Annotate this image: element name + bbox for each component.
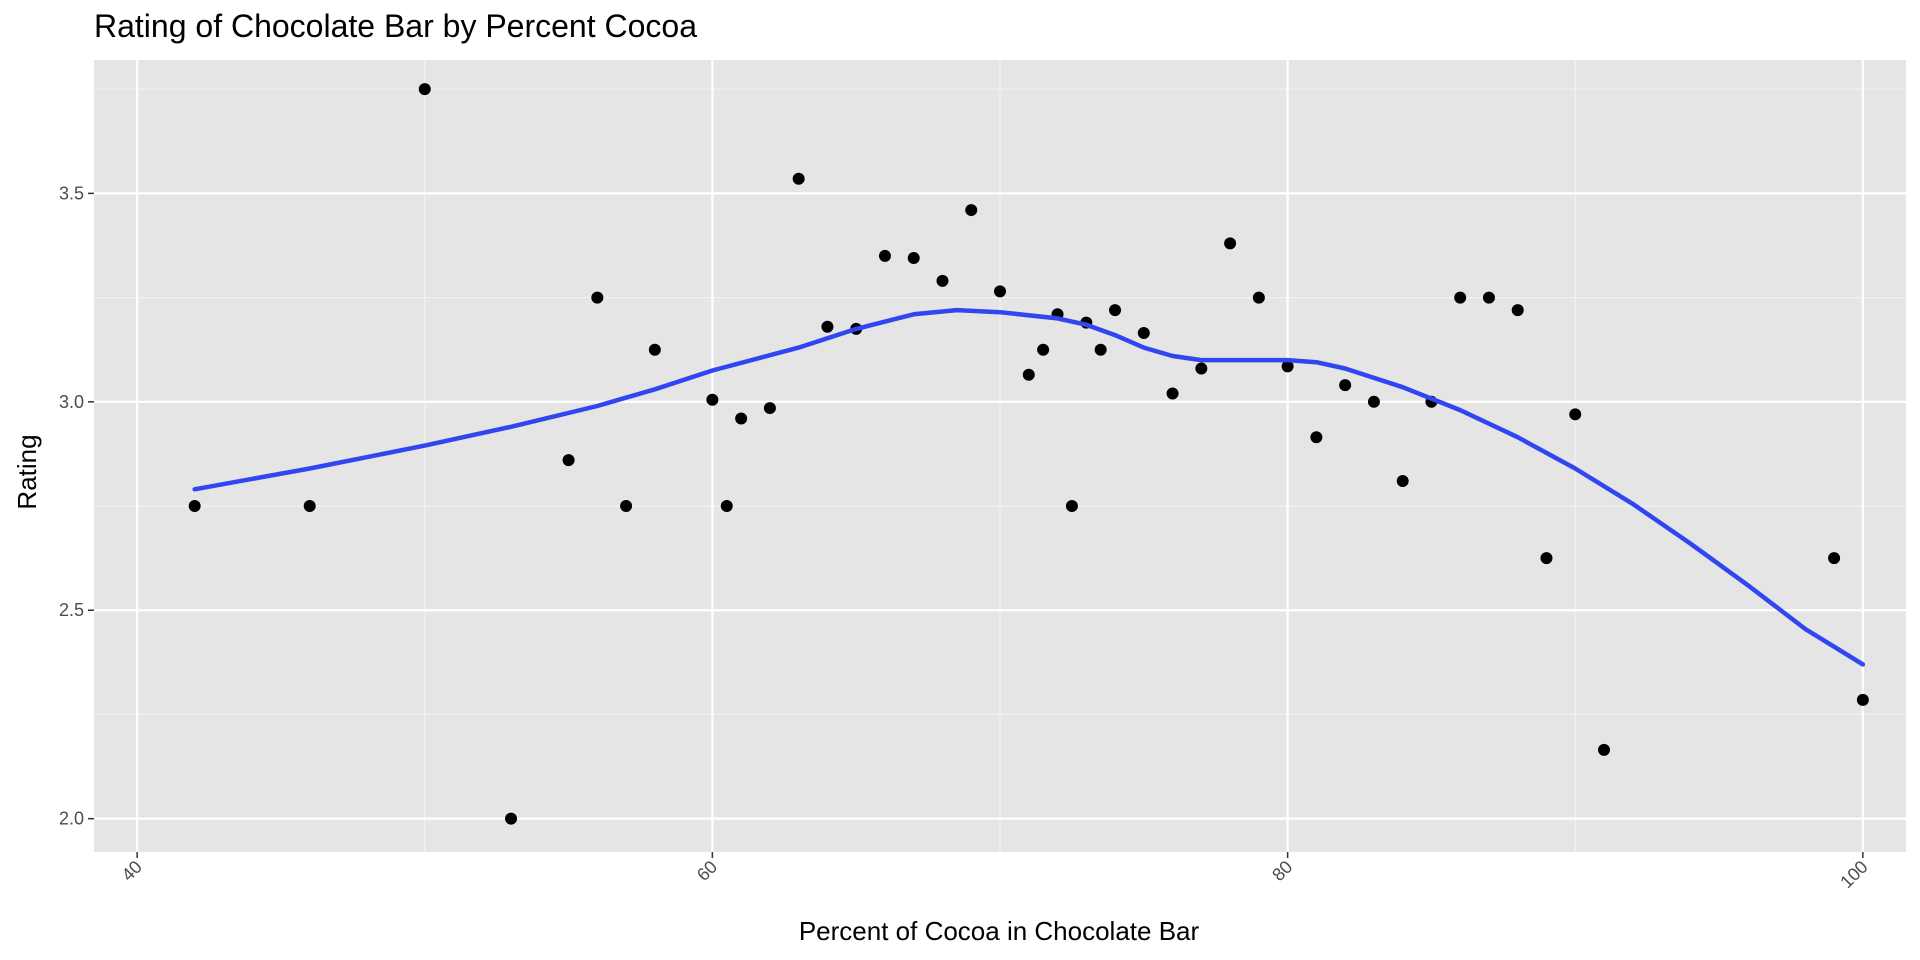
data-point [706,393,719,406]
data-point [1339,379,1352,392]
data-point [1195,362,1208,375]
y-tick-label: 3.5 [59,183,84,203]
data-point [1598,743,1610,756]
data-point [1367,395,1380,408]
data-point [418,83,431,96]
data-point [1569,408,1582,421]
data-point [1856,693,1869,706]
data-point [1396,475,1409,488]
data-point [965,204,978,217]
data-point [1109,304,1122,317]
data-point [1037,343,1050,356]
data-point [303,500,316,513]
data-point [1828,552,1841,565]
data-point [1094,343,1107,356]
data-point [735,412,748,425]
data-point [821,320,834,333]
data-point [1022,368,1035,381]
data-point [648,343,661,356]
data-point [878,249,891,262]
data-point [505,812,518,825]
data-point [907,252,920,264]
grid-lines [94,60,1906,852]
data-point [1511,304,1524,317]
data-point [1482,291,1495,304]
data-point [1540,552,1553,565]
data-point [188,500,201,513]
data-point [1137,327,1150,340]
data-point [1252,291,1265,304]
data-point [720,500,733,513]
data-point [591,291,604,304]
data-point [1310,431,1323,444]
y-tick-label: 3.0 [59,392,84,412]
x-tick-label: 40 [118,857,146,885]
x-tick-label: 80 [1268,857,1296,885]
x-tick-label: 100 [1836,857,1871,892]
smooth-trend-line [192,307,1866,667]
data-point [994,285,1006,298]
y-tick-label: 2.5 [59,600,84,620]
data-point [1281,360,1294,373]
data-point [1166,387,1179,400]
data-point [763,402,776,415]
y-tick-label: 2.0 [59,809,84,829]
data-point [1065,500,1078,513]
data-points [188,83,1869,825]
data-point [792,172,805,185]
chart-title: Rating of Chocolate Bar by Percent Cocoa [94,8,697,44]
data-point [562,454,575,467]
data-point [1454,291,1467,304]
data-point [620,500,633,513]
x-tick-label: 60 [693,857,721,885]
data-point [1224,237,1237,250]
x-axis-title: Percent of Cocoa in Chocolate Bar [799,916,1200,946]
y-axis-title: Rating [12,434,42,509]
data-point [936,274,949,287]
